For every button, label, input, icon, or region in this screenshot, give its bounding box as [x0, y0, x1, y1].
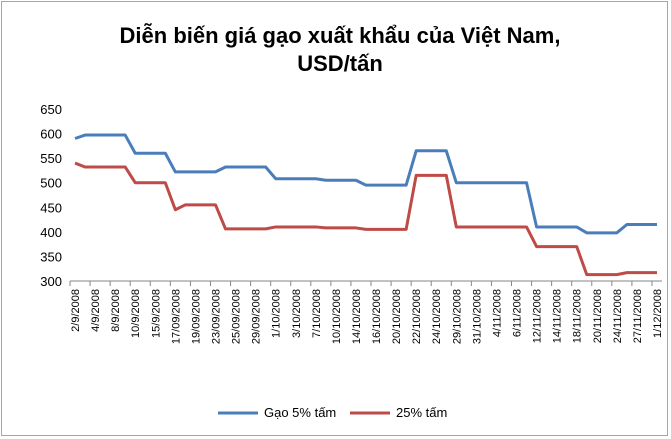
x-tick-label: 15/9/2008	[150, 289, 162, 338]
x-tick-label: 24/11/2008	[612, 289, 624, 343]
x-tick-label: 14/11/2008	[552, 289, 564, 343]
x-tick-label: 24/10/2008	[431, 289, 443, 344]
x-tick-label: 10/9/2008	[130, 289, 142, 338]
y-tick-label: 650	[40, 102, 62, 117]
y-tick-label: 550	[40, 151, 62, 166]
x-tick-label: 4/11/2008	[491, 289, 503, 337]
y-tick-label: 400	[40, 225, 62, 240]
x-tick-label: 12/11/2008	[532, 289, 544, 343]
x-tick-label: 6/11/2008	[512, 289, 524, 337]
x-tick-label: 31/10/2008	[471, 289, 483, 344]
y-tick-label: 350	[40, 249, 62, 264]
x-tick-label: 20/11/2008	[592, 289, 604, 343]
series-line	[74, 133, 657, 235]
x-tick-label: 4/9/2008	[90, 289, 102, 332]
x-tick-label: 1/12/2008	[652, 289, 664, 338]
x-tick-label: 27/11/2008	[632, 289, 644, 343]
x-tick-label: 2/9/2008	[70, 289, 82, 332]
x-tick-label: 3/10/2008	[291, 289, 303, 338]
chart-title: Diễn biến giá gạo xuất khẩu của Việt Nam…	[119, 23, 561, 76]
x-tick-label: 18/11/2008	[572, 289, 584, 343]
x-tick-label: 22/10/2008	[411, 289, 423, 344]
y-tick-label: 600	[40, 127, 62, 142]
y-tick-label: 500	[40, 176, 62, 191]
x-tick-label: 16/10/2008	[371, 289, 383, 344]
x-tick-label: 19/09/2008	[190, 289, 202, 344]
x-tick-label: 29/09/2008	[251, 289, 263, 344]
x-tick-label: 7/10/2008	[311, 289, 323, 338]
series-line	[74, 161, 657, 277]
y-tick-label: 300	[40, 274, 62, 289]
x-tick-label: 1/10/2008	[271, 289, 283, 338]
x-tick-label: 17/09/2008	[170, 289, 182, 344]
x-tick-label: 8/9/2008	[110, 289, 122, 332]
x-tick-label: 25/09/2008	[231, 289, 243, 344]
x-tick-label: 23/09/2008	[210, 289, 222, 344]
x-tick-label: 10/10/2008	[331, 289, 343, 344]
x-tick-label: 14/10/2008	[351, 289, 363, 344]
y-tick-label: 450	[40, 200, 62, 215]
legend-label: Gạo 5% tấm	[264, 405, 336, 420]
legend-label: 25% tấm	[396, 405, 447, 420]
x-tick-label: 20/10/2008	[391, 289, 403, 344]
x-tick-label: 29/10/2008	[451, 289, 463, 344]
